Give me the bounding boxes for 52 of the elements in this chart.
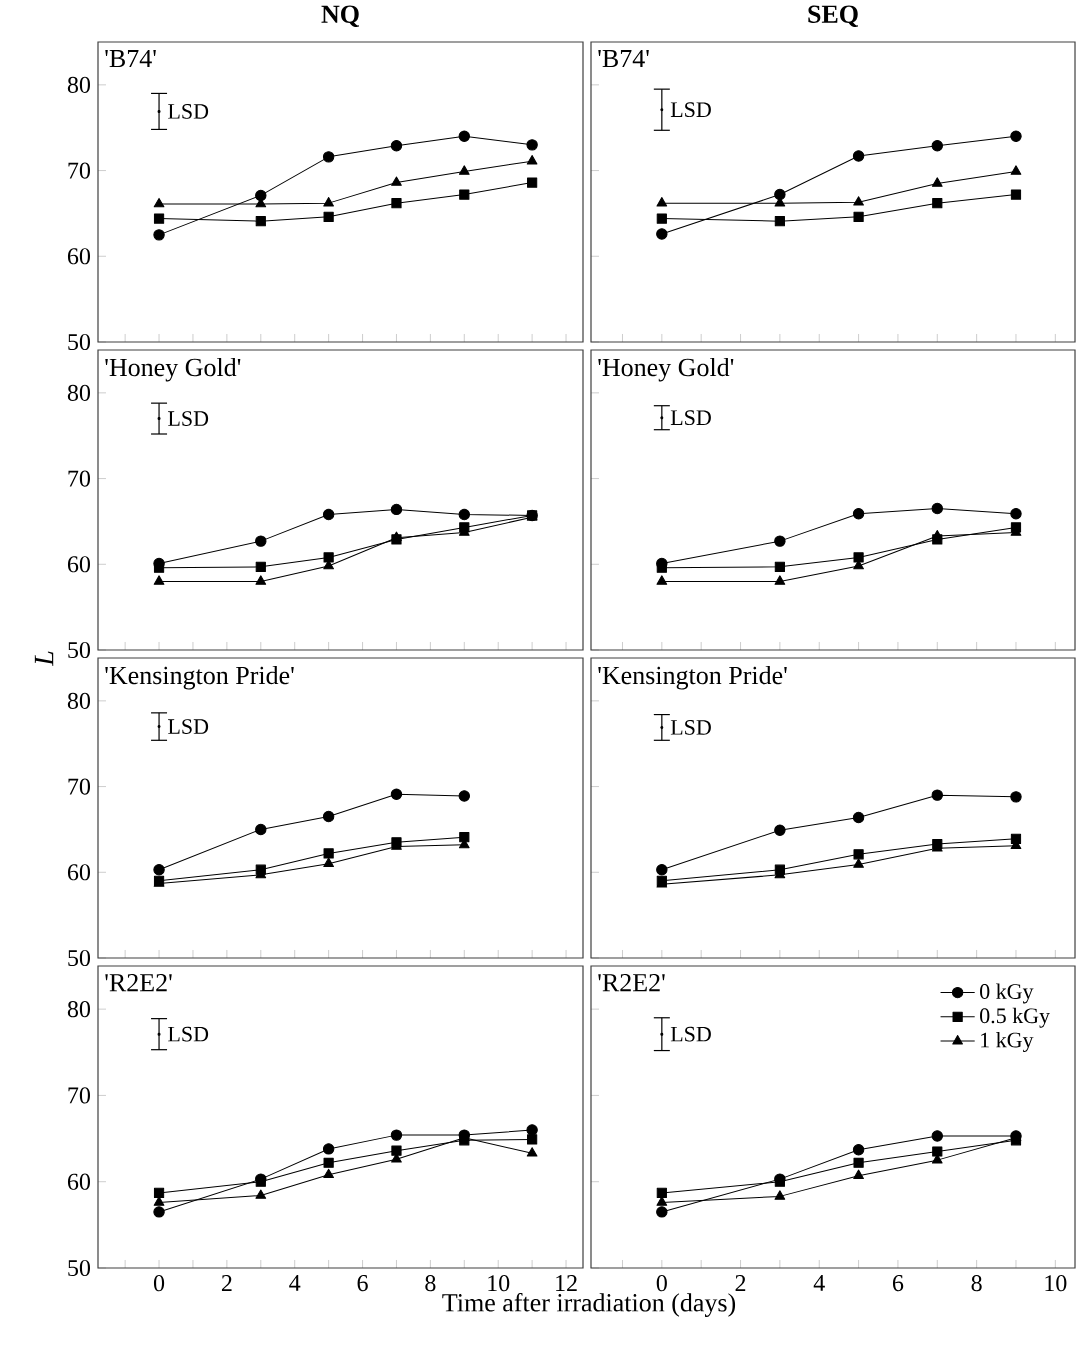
x-tick-label: 4 bbox=[289, 1275, 301, 1291]
chart-title: NQ bbox=[321, 5, 359, 27]
annotation: LSD bbox=[168, 104, 209, 119]
x-tick-label: 12 bbox=[556, 1275, 577, 1291]
y-tick-label: 50 bbox=[68, 641, 91, 659]
legend-label: 1 kGy bbox=[981, 1032, 1034, 1052]
y-tick-label: 80 bbox=[67, 384, 91, 401]
x-tick-label: 8 bbox=[971, 1275, 982, 1292]
chart-subtitle: 'B74' bbox=[105, 49, 156, 68]
annotation: LSD bbox=[670, 1026, 711, 1042]
chart-subtitle: 'Kensington Pride' bbox=[105, 665, 294, 690]
x-tick-label: 0 bbox=[656, 1275, 667, 1292]
y-tick-label: 60 bbox=[67, 556, 91, 573]
y-tick-label: 70 bbox=[68, 778, 91, 795]
y-axis-title: L bbox=[34, 651, 54, 667]
y-tick-label: 70 bbox=[68, 162, 91, 179]
annotation: LSD bbox=[670, 102, 711, 118]
x-tick-label: 10 bbox=[488, 1275, 510, 1292]
y-tick-label: 80 bbox=[67, 692, 91, 709]
y-tick-label: 50 bbox=[68, 333, 91, 351]
chart-title: SEQ bbox=[808, 5, 858, 27]
chart-subtitle: 'B74' bbox=[598, 49, 649, 68]
legend-label: 0 kGy bbox=[980, 983, 1034, 1004]
annotation: LSD bbox=[670, 410, 711, 426]
x-axis-title: Time after irradiation (days) bbox=[442, 1292, 736, 1317]
chart-subtitle: 'R2E2' bbox=[105, 973, 172, 992]
chart-subtitle: 'Honey Gold' bbox=[598, 357, 734, 382]
y-tick-label: 50 bbox=[68, 1259, 91, 1277]
y-tick-label: 80 bbox=[67, 1001, 91, 1018]
annotation: LSD bbox=[168, 411, 209, 426]
x-tick-label: 6 bbox=[357, 1275, 368, 1292]
x-tick-label: 8 bbox=[425, 1275, 436, 1292]
y-tick-label: 60 bbox=[67, 1173, 91, 1190]
x-tick-label: 6 bbox=[892, 1275, 904, 1292]
y-tick-label: 60 bbox=[67, 248, 91, 265]
chart-subtitle: 'R2E2' bbox=[598, 973, 665, 992]
x-tick-label: 10 bbox=[1045, 1275, 1067, 1292]
chart-subtitle: 'Honey Gold' bbox=[105, 357, 241, 382]
x-tick-label: 2 bbox=[735, 1275, 746, 1291]
y-tick-label: 80 bbox=[67, 76, 91, 93]
x-tick-label: 0 bbox=[153, 1275, 165, 1292]
chart-subtitle: 'Kensington Pride' bbox=[598, 665, 787, 690]
y-tick-label: 70 bbox=[68, 1087, 91, 1104]
y-tick-label: 70 bbox=[68, 470, 91, 487]
x-tick-label: 4 bbox=[813, 1275, 825, 1291]
annotation: LSD bbox=[168, 1026, 209, 1042]
legend-label: 0.5 kGy bbox=[980, 1007, 1050, 1028]
annotation: LSD bbox=[168, 719, 209, 734]
annotation: LSD bbox=[670, 720, 711, 735]
x-tick-label: 2 bbox=[221, 1275, 232, 1291]
y-tick-label: 50 bbox=[68, 949, 91, 967]
y-tick-label: 60 bbox=[67, 864, 91, 881]
